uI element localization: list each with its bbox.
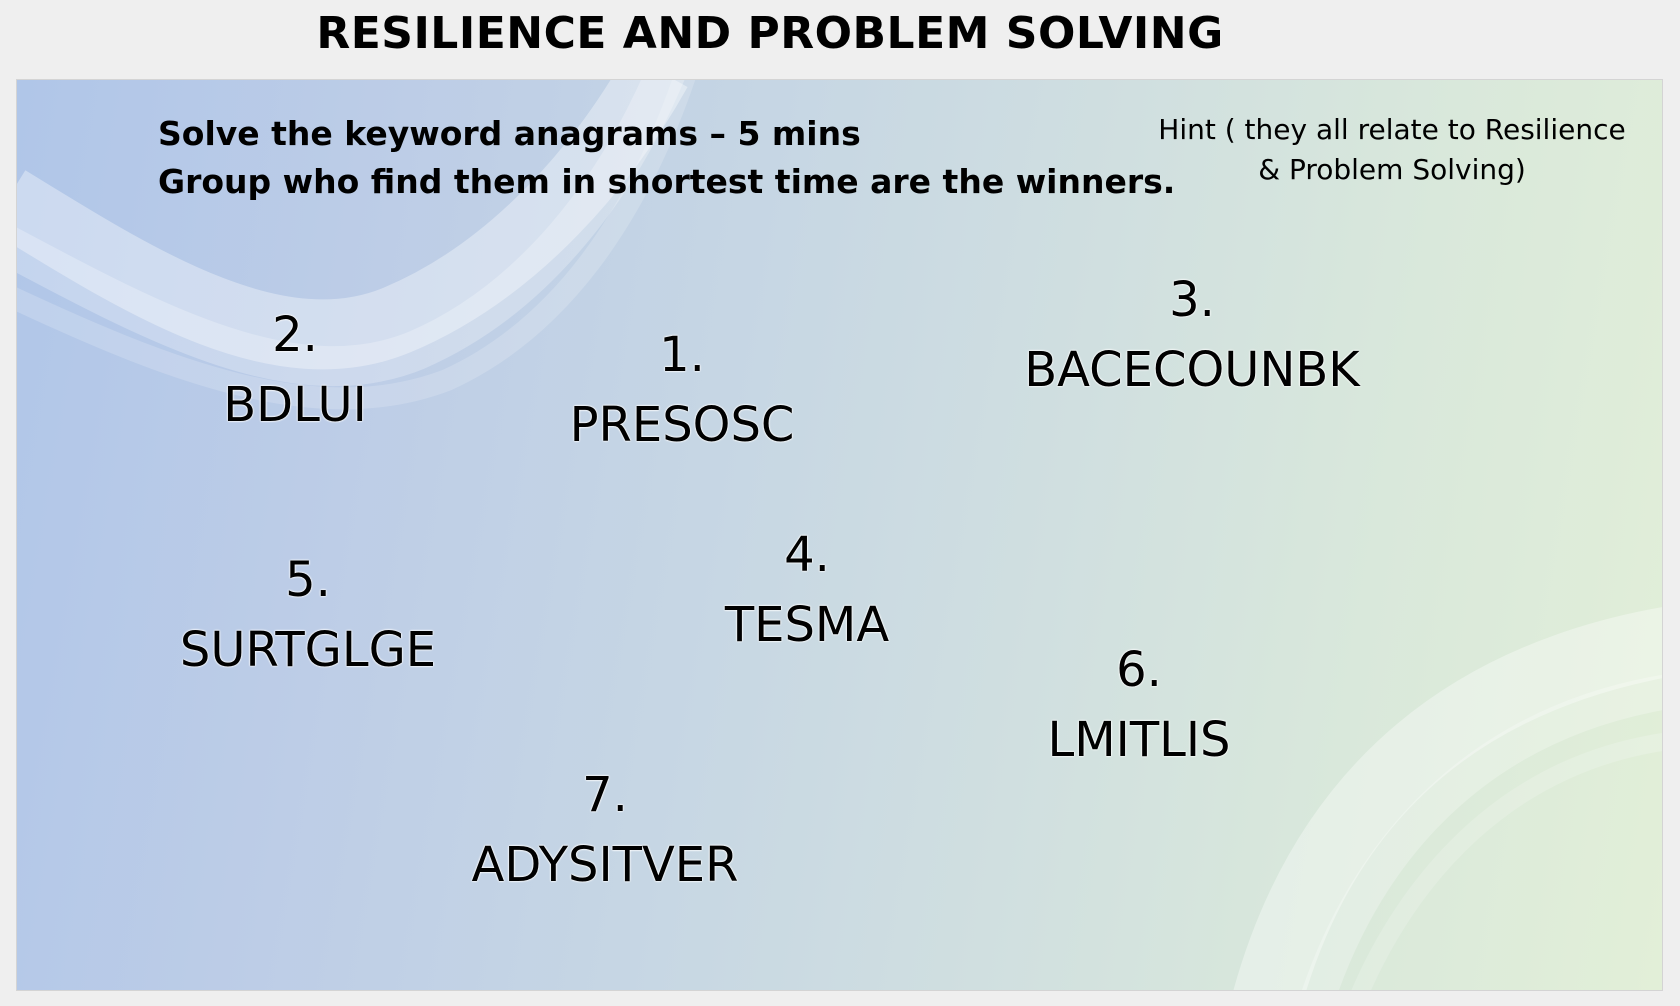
anagram-3: 3. BACECOUNBK — [1024, 265, 1360, 405]
page-title: RESILIENCE AND PROBLEM SOLVING — [316, 8, 1224, 59]
anagram-word: BDLUI — [223, 377, 367, 433]
anagram-6: 6. LMITLIS — [1048, 635, 1231, 775]
anagram-number: 3. — [1169, 272, 1215, 328]
anagram-word: LMITLIS — [1047, 712, 1231, 768]
anagram-number: 6. — [1116, 642, 1162, 698]
anagram-word: BACECOUNBK — [1024, 342, 1360, 398]
instructions-line-2: Group who find them in shortest time are… — [158, 162, 1176, 201]
anagram-word: TESMA — [724, 597, 890, 653]
hint-text: Hint ( they all relate to Resilience & P… — [1157, 110, 1627, 190]
anagram-word: ADYSITVER — [471, 837, 739, 893]
hint-line-2: & Problem Solving) — [1258, 153, 1526, 186]
anagram-4: 4. TESMA — [725, 520, 889, 660]
anagram-1: 1. PRESOSC — [570, 320, 795, 460]
anagram-number: 2. — [272, 307, 318, 363]
hint-line-1: Hint ( they all relate to Resilience — [1158, 113, 1626, 146]
anagram-word: PRESOSC — [569, 397, 795, 453]
anagram-number: 1. — [659, 327, 705, 383]
anagram-number: 7. — [582, 767, 628, 823]
anagram-2: 2. BDLUI — [223, 300, 367, 440]
instructions: Solve the keyword anagrams – 5 mins Grou… — [158, 110, 1175, 206]
instructions-line-1: Solve the keyword anagrams – 5 mins — [158, 114, 861, 153]
anagram-word: SURTGLGE — [179, 622, 437, 678]
anagram-number: 4. — [784, 527, 830, 583]
anagram-number: 5. — [285, 552, 331, 608]
swoosh-decoration — [17, 80, 1662, 990]
anagram-7: 7. ADYSITVER — [472, 760, 739, 900]
anagram-5: 5. SURTGLGE — [180, 545, 436, 685]
slide-canvas: Solve the keyword anagrams – 5 mins Grou… — [17, 80, 1662, 990]
